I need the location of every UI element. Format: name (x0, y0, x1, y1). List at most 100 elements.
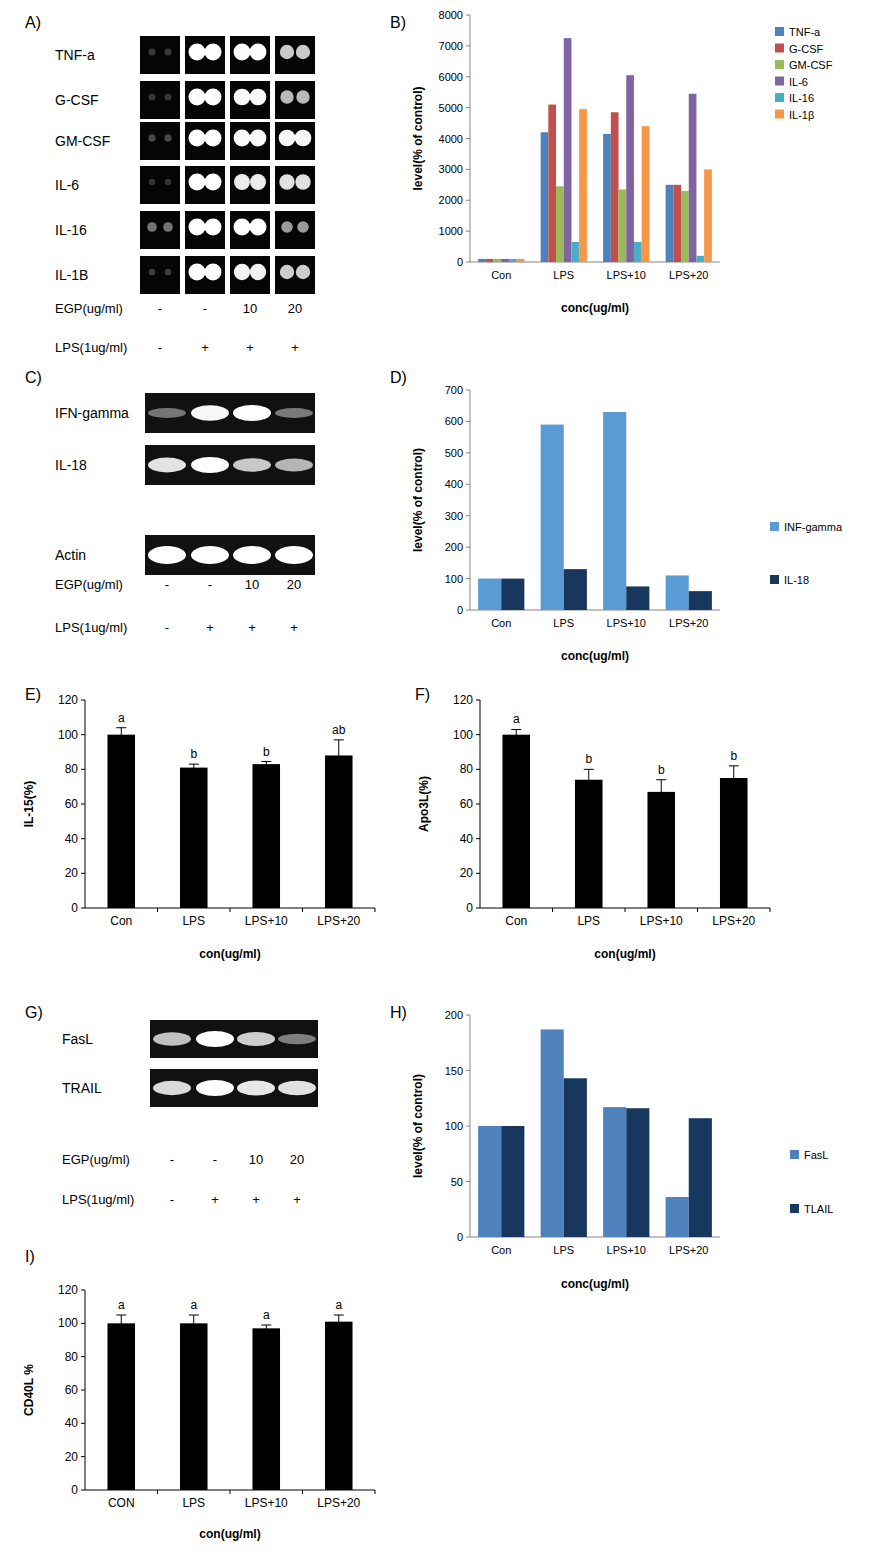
bar (666, 1197, 689, 1237)
y-axis (480, 700, 481, 908)
category-label: LPS+10 (607, 1244, 646, 1256)
bar (642, 126, 650, 262)
tick (466, 138, 470, 139)
axis-title: Apo3L(%) (417, 776, 431, 832)
array-box (140, 211, 180, 249)
axis-title: con(ug/ml) (199, 947, 260, 961)
tick (466, 610, 470, 611)
row-label: IFN-gamma (55, 405, 129, 421)
x-tick (375, 908, 376, 912)
legend-label: TNF-a (789, 26, 821, 38)
tick-label: 20 (460, 866, 474, 880)
band (148, 458, 186, 473)
tick-label: 100 (445, 1120, 463, 1132)
category-label: LPS+10 (607, 269, 646, 281)
category-label: Con (110, 914, 132, 928)
band (278, 1081, 316, 1096)
tick-label: 4000 (439, 133, 463, 145)
bar (575, 780, 603, 908)
bar (541, 1029, 564, 1237)
treatment-level: 20 (287, 577, 301, 592)
spot (149, 94, 156, 101)
category-label: CON (108, 1496, 135, 1510)
tick (81, 734, 85, 735)
tick-label: 80 (460, 762, 474, 776)
treatment-level: + (293, 1192, 301, 1207)
spot (189, 174, 206, 191)
legend-swatch (775, 27, 784, 36)
axis-title: con(ug/ml) (594, 947, 655, 961)
bar (626, 1108, 649, 1237)
error-bar (334, 740, 344, 771)
bar (252, 1328, 280, 1490)
category-label: LPS+10 (245, 1496, 288, 1510)
bar (579, 109, 587, 262)
legend-label: IL-16 (789, 92, 814, 104)
marks (502, 729, 747, 908)
treatment-level: 10 (249, 1152, 263, 1167)
bar (556, 186, 564, 262)
marks (478, 1029, 712, 1237)
tick-label: 8000 (439, 9, 463, 21)
annotation: b (190, 747, 197, 761)
annotation: a (513, 712, 520, 726)
chart: F)020406080100120ConLPSLPS+10LPS+20abbbA… (415, 686, 770, 961)
tick (466, 262, 470, 263)
tick (81, 804, 85, 805)
band (148, 546, 186, 564)
row-label: IL-18 (55, 457, 87, 473)
array-box (230, 166, 270, 204)
error-bar (261, 1325, 271, 1332)
bar (619, 189, 627, 262)
annotation: a (263, 1308, 270, 1322)
tick (466, 421, 470, 422)
spot (279, 130, 296, 147)
band (237, 1032, 275, 1046)
panel-title: H) (390, 1004, 407, 1021)
tick (466, 484, 470, 485)
annotation: a (118, 711, 125, 725)
treatment-level: 10 (243, 301, 257, 316)
array-box (140, 36, 180, 74)
tick-label: 120 (58, 1283, 78, 1297)
band (191, 546, 229, 564)
treatment-level: + (291, 340, 299, 355)
tick (476, 873, 480, 874)
bar (478, 579, 501, 610)
bar (571, 242, 579, 262)
spot (234, 174, 250, 190)
bar (603, 412, 626, 610)
blot: A)TNF-aG-CSFGM-CSFIL-6IL-16IL-1BEGP(ug/m… (25, 14, 315, 355)
tick (81, 700, 85, 701)
tick-label: 6000 (439, 71, 463, 83)
bar (564, 38, 572, 262)
row-label: TNF-a (55, 47, 95, 63)
tick (466, 169, 470, 170)
tick-label: 40 (65, 832, 79, 846)
spot (250, 130, 267, 147)
spot (205, 130, 222, 147)
legend-label: GM-CSF (789, 59, 833, 71)
tick (466, 452, 470, 453)
band (196, 1080, 234, 1096)
x-tick (697, 908, 698, 912)
blot: G)FasLTRAILEGP(ug/ml)--1020LPS(1ug/ml)-+… (25, 1004, 318, 1207)
x-tick (770, 908, 771, 912)
bar (634, 242, 642, 262)
band (233, 405, 271, 421)
bar (696, 256, 704, 262)
bar (325, 1322, 353, 1490)
error-bar (511, 729, 521, 739)
chart: B)010002000300040005000600070008000ConLP… (390, 9, 833, 315)
error-bar (656, 780, 666, 804)
tick-label: 50 (451, 1176, 463, 1188)
treatment-level: - (158, 301, 162, 316)
bar (325, 755, 353, 908)
band (148, 408, 186, 418)
tick-label: 60 (65, 797, 79, 811)
error-bar (729, 766, 739, 790)
y-axis (85, 700, 86, 908)
category-label: LPS (553, 617, 574, 629)
treatment-level: 20 (288, 301, 302, 316)
tick (476, 908, 480, 909)
